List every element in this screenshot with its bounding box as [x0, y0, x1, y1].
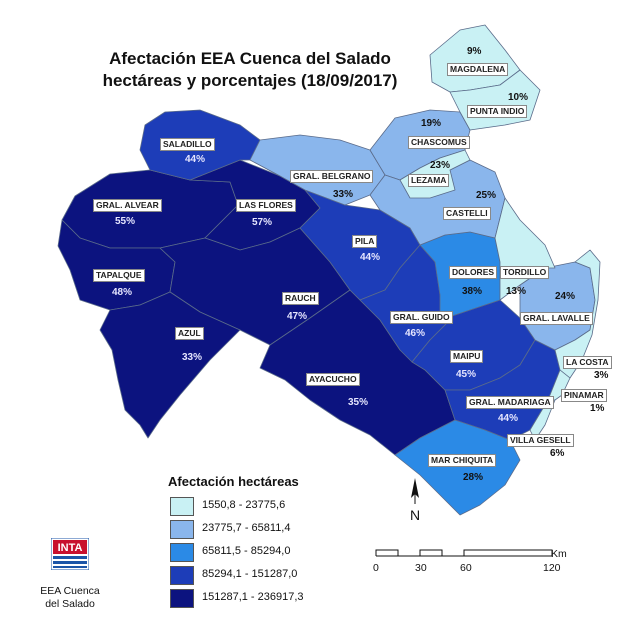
title-line-2: hectáreas y porcentajes (18/09/2017) [102, 71, 398, 90]
legend-range: 65811,5 - 85294,0 [202, 545, 291, 557]
pct-punta-indio: 10% [508, 92, 529, 103]
pct-maipu: 45% [456, 369, 477, 380]
label-maipu: MAIPU [450, 350, 484, 363]
scale-bar-graphic [375, 549, 553, 557]
pct-magdalena: 9% [467, 46, 482, 57]
legend-swatch [170, 520, 194, 539]
logo-brand: INTA [58, 542, 83, 554]
legend-swatch [170, 566, 194, 585]
label-rauch: RAUCH [282, 292, 319, 305]
region-villa-gesell[interactable] [529, 399, 556, 441]
pct-ayacucho: 35% [348, 397, 369, 408]
legend-range: 1550,8 - 23775,6 [202, 499, 286, 511]
label-dolores: DOLORES [449, 266, 498, 279]
label-gral-alvear: GRAL. ALVEAR [93, 199, 162, 212]
label-ayacucho: AYACUCHO [306, 373, 360, 386]
legend-item: 65811,5 - 85294,0 [170, 543, 375, 562]
legend-range: 151287,1 - 236917,3 [202, 591, 304, 603]
scale-tick-0: 0 [373, 562, 379, 574]
scale-tick-120: 120 [543, 562, 561, 574]
label-magdalena: MAGDALENA [447, 63, 509, 76]
pct-azul: 33% [182, 352, 203, 363]
logo-line-2: del Salado [45, 598, 95, 610]
label-lezama: LEZAMA [408, 174, 450, 187]
region-mar-chiquita[interactable] [394, 419, 521, 516]
inta-logo-icon: INTA [50, 537, 90, 571]
label-gral-lavalle: GRAL. LAVALLE [520, 312, 593, 325]
region-pinamar[interactable] [547, 369, 571, 401]
pct-gral-alvear: 55% [115, 216, 136, 227]
inta-logo: INTA EEA Cuenca del Salado [40, 537, 100, 611]
pct-gral-madariaga: 44% [498, 413, 519, 424]
scale-unit: Km [551, 548, 567, 560]
legend-range: 85294,1 - 151287,0 [202, 568, 298, 580]
label-tapalque: TAPALQUE [93, 269, 145, 282]
pct-gral-guido: 46% [405, 328, 426, 339]
legend-item: 151287,1 - 236917,3 [170, 589, 375, 608]
label-las-flores: LAS FLORES [236, 199, 296, 212]
pct-castelli: 25% [476, 190, 497, 201]
legend-range: 23775,7 - 65811,4 [202, 522, 291, 534]
legend-item: 85294,1 - 151287,0 [170, 566, 375, 585]
label-saladillo: SALADILLO [160, 138, 215, 151]
label-gral-belgrano: GRAL. BELGRANO [290, 170, 374, 183]
pct-chascomus: 19% [421, 118, 442, 129]
pct-pinamar: 1% [590, 403, 605, 414]
pct-villa-gesell: 6% [550, 448, 565, 459]
pct-gral-lavalle: 24% [555, 291, 576, 302]
label-villa-gesell: VILLA GESELL [507, 434, 574, 447]
pct-tapalque: 48% [112, 287, 133, 298]
label-gral-madariaga: GRAL. MADARIAGA [466, 396, 554, 409]
label-tordillo: TORDILLO [500, 266, 550, 279]
label-mar-chiquita: MAR CHIQUITA [428, 454, 497, 467]
label-punta-indio: PUNTA INDIO [467, 105, 528, 118]
label-pinamar: PINAMAR [561, 389, 607, 402]
region-azul[interactable] [99, 291, 241, 439]
pct-la-costa: 3% [594, 370, 609, 381]
label-pila: PILA [352, 235, 378, 248]
legend-title: Afectación hectáreas [168, 474, 299, 489]
pct-las-flores: 57% [252, 217, 273, 228]
legend-swatch [170, 497, 194, 516]
legend-item: 23775,7 - 65811,4 [170, 520, 375, 539]
scale-tick-30: 30 [415, 562, 427, 574]
label-la-costa: LA COSTA [563, 356, 612, 369]
label-chascomus: CHASCOMUS [408, 136, 470, 149]
pct-rauch: 47% [287, 311, 308, 322]
pct-pila: 44% [360, 252, 381, 263]
pct-mar-chiquita: 28% [463, 472, 484, 483]
label-azul: AZUL [175, 327, 204, 340]
label-castelli: CASTELLI [443, 207, 491, 220]
label-gral-guido: GRAL. GUIDO [390, 311, 453, 324]
north-label: N [410, 507, 420, 523]
scale-tick-60: 60 [460, 562, 472, 574]
pct-lezama: 23% [430, 160, 451, 171]
pct-saladillo: 44% [185, 154, 206, 165]
legend-item: 1550,8 - 23775,6 [170, 497, 375, 516]
north-arrow-icon: N [410, 478, 420, 523]
pct-gral-belgrano: 33% [333, 189, 354, 200]
legend-swatch [170, 589, 194, 608]
pct-tordillo: 13% [506, 286, 527, 297]
map-title: Afectación EEA Cuenca del Salado hectáre… [60, 48, 440, 92]
scale-bar: Km 0 30 60 120 [373, 546, 575, 574]
logo-line-1: EEA Cuenca [40, 585, 100, 597]
pct-dolores: 38% [462, 286, 483, 297]
legend-swatch [170, 543, 194, 562]
title-line-1: Afectación EEA Cuenca del Salado [109, 49, 391, 68]
